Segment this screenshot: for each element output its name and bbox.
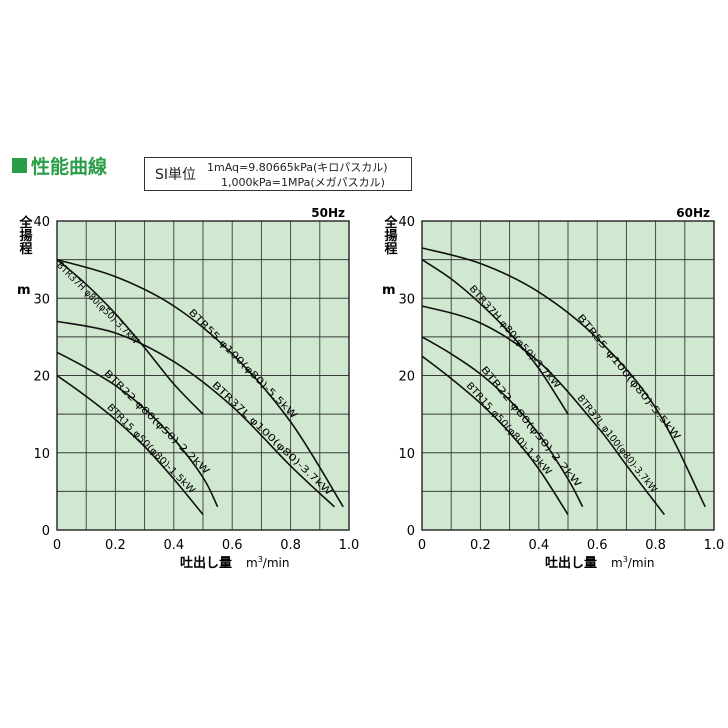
x-tick-label: 0.4 <box>528 538 549 553</box>
x-tick-label: 0.2 <box>470 538 491 553</box>
plot-frame <box>421 220 715 531</box>
y-tick-label: 20 <box>33 370 50 385</box>
series-line <box>56 351 219 508</box>
x-tick-label: 0 <box>53 538 61 553</box>
x-tick-label: 0.2 <box>105 538 126 553</box>
section-heading: 性能曲線 <box>12 152 107 179</box>
series-line <box>421 247 706 508</box>
y-tick-label: 40 <box>398 215 415 230</box>
series-line <box>56 374 204 516</box>
x-axis-unit: m3/min <box>246 555 289 570</box>
x-axis-unit: m3/min <box>611 555 654 570</box>
x-tick-label: 1.0 <box>339 538 360 553</box>
y-tick-label: 10 <box>398 447 415 462</box>
y-axis-unit: m <box>17 283 31 298</box>
x-tick-label: 0 <box>418 538 426 553</box>
si-unit-label: SI単位 <box>155 167 197 183</box>
chart-title: 60Hz <box>676 206 710 220</box>
chart-60hz: 60Hz 0 10 20 30 40 0 0.2 0.4 0.6 0.8 1.0 全揚程 m 吐出し量 m3/… <box>382 206 725 571</box>
x-tick-label: 1.0 <box>704 538 725 553</box>
y-tick-label: 30 <box>33 292 50 307</box>
x-tick-label: 0.8 <box>645 538 666 553</box>
x-tick-label: 0.6 <box>222 538 243 553</box>
section-heading-text: 性能曲線 <box>31 156 108 178</box>
series-line <box>421 305 666 516</box>
si-unit-box: SI単位 1mAq=9.80665kPa(キロパスカル) 1,000kPa=1M… <box>144 157 412 191</box>
y-tick-label: 10 <box>33 447 50 462</box>
y-tick-label: 20 <box>398 370 415 385</box>
heading-square-icon <box>12 158 27 173</box>
y-tick-label: 0 <box>42 524 50 539</box>
y-tick-label: 40 <box>33 215 50 230</box>
si-unit-line-2: 1,000kPa=1MPa(メガパスカル) <box>221 176 385 189</box>
chart-50hz: 50Hz 0 10 20 30 40 0 0.2 0.4 0.6 0.8 1.0 全揚程 m 吐出し量 m3/… <box>17 206 360 571</box>
y-axis-label: 全揚程 <box>17 215 34 256</box>
series-line <box>56 258 344 508</box>
y-tick-label: 30 <box>398 292 415 307</box>
si-unit-line-1: 1mAq=9.80665kPa(キロパスカル) <box>207 161 388 174</box>
series-line <box>421 336 584 508</box>
x-axis-label: 吐出し量 <box>180 555 232 571</box>
series-line <box>56 258 204 415</box>
series-line <box>421 258 569 415</box>
x-axis-label: 吐出し量 <box>545 555 597 571</box>
x-tick-label: 0.8 <box>280 538 301 553</box>
series-line <box>56 320 335 508</box>
x-tick-label: 0.6 <box>587 538 608 553</box>
chart-title: 50Hz <box>311 206 345 220</box>
y-axis-unit: m <box>382 283 396 298</box>
x-tick-label: 0.4 <box>163 538 184 553</box>
y-axis-label: 全揚程 <box>382 215 399 256</box>
y-tick-label: 0 <box>407 524 415 539</box>
series-line <box>421 355 569 516</box>
